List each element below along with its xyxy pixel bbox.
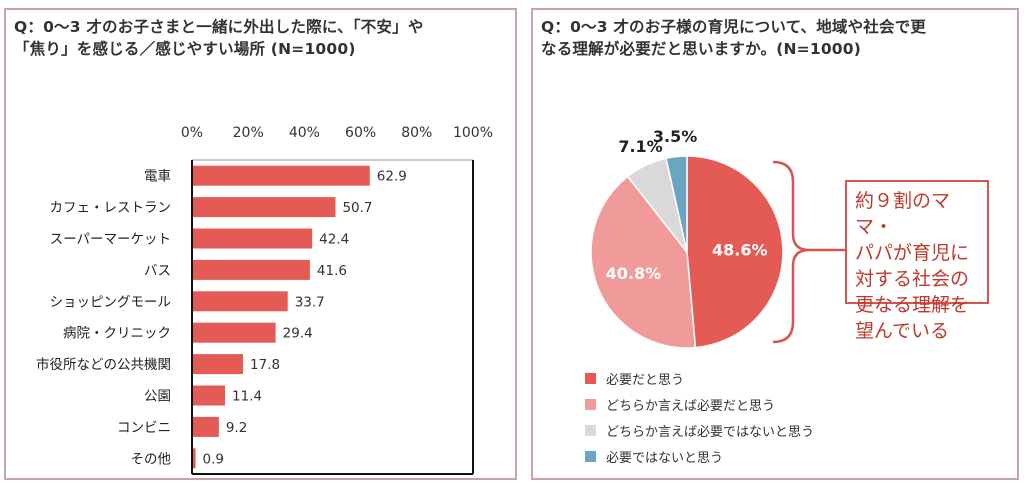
- right-chart-panel: Q：0〜3 才のお子様の育児について、地域や社会で更 なる理解が必要だと思います…: [531, 8, 1019, 480]
- bar: [193, 416, 219, 437]
- callout-line: 更なる理解を: [855, 294, 970, 316]
- category-label: 電車: [144, 169, 171, 185]
- data-label: 11.4: [232, 389, 262, 405]
- bar: [193, 197, 336, 218]
- callout-line: パパが育児に: [855, 242, 970, 264]
- data-label: 9.2: [226, 420, 247, 436]
- right-title-line1: Q：0〜3 才のお子様の育児について、地域や社会で更: [541, 18, 927, 36]
- category-label: コンビニ: [117, 420, 171, 436]
- data-label: 50.7: [342, 200, 372, 216]
- legend-item: 必要だと思う: [585, 365, 814, 391]
- data-label: 17.8: [250, 357, 280, 373]
- callout-line: 望んでいる: [855, 320, 950, 342]
- x-tick-label: 80%: [401, 125, 432, 141]
- category-label: バス: [144, 263, 171, 279]
- data-label: 42.4: [319, 232, 349, 248]
- bar: [193, 322, 276, 343]
- bar: [193, 385, 226, 406]
- callout-line: 約９割のママ・: [855, 190, 951, 238]
- bar: [193, 291, 288, 312]
- left-title-line1: Q：0〜3 才のお子さまと一緒に外出した際に、「不安」や: [14, 18, 424, 36]
- x-tick-label: 20%: [233, 125, 264, 141]
- data-label: 0.9: [203, 451, 224, 467]
- x-tick-label: 100%: [453, 125, 493, 141]
- pie-legend: 必要だと思う どちらか言えば必要だと思う どちらか言えば必要ではないと思う 必要…: [585, 365, 814, 469]
- pie-slice: [665, 155, 688, 253]
- data-label: 62.9: [377, 169, 407, 185]
- pie-value-label: 48.6%: [712, 241, 768, 260]
- legend-swatch: [585, 450, 596, 462]
- callout-box: 約９割のママ・ パパが育児に 対する社会の 更なる理解を 望んでいる: [845, 180, 989, 342]
- category-label: スーパーマーケット: [50, 232, 171, 248]
- category-label: 病院・クリニック: [63, 326, 171, 342]
- category-label: カフェ・レストラン: [50, 200, 172, 216]
- bar: [193, 228, 313, 249]
- x-tick-label: 40%: [289, 125, 320, 141]
- left-chart-title: Q：0〜3 才のお子さまと一緒に外出した際に、「不安」や 「焦り」を感じる／感じ…: [14, 16, 424, 60]
- category-label: その他: [131, 451, 172, 467]
- right-chart-title: Q：0〜3 才のお子様の育児について、地域や社会で更 なる理解が必要だと思います…: [541, 16, 926, 60]
- data-label: 41.6: [317, 263, 347, 279]
- pie-chart: 48.6% 40.8% 7.1%3.5%: [590, 127, 845, 349]
- bar-chart: 0% 20% 40% 60% 80% 100% 電車 62.9 カフェ・レストラン 50.7 スーパ…: [36, 125, 493, 475]
- bar: [193, 165, 370, 186]
- legend-item: どちらか言えば必要だと思う: [585, 391, 814, 417]
- legend-label: 必要だと思う: [606, 372, 685, 388]
- pie-value-label: 3.5%: [653, 127, 697, 146]
- legend-label: どちらか言えば必要ではないと思う: [606, 424, 815, 440]
- legend-swatch: [585, 398, 596, 410]
- bar: [193, 259, 310, 280]
- category-label: ショッピングモール: [50, 294, 172, 310]
- left-title-line2: 「焦り」を感じる／感じやすい場所 (N=1000): [14, 40, 356, 58]
- category-label: 公園: [144, 389, 171, 405]
- pie-slice: [590, 175, 697, 349]
- legend-label: どちらか言えば必要だと思う: [606, 398, 776, 414]
- pie-slice: [686, 155, 784, 349]
- category-label: 市役所などの公共機関: [36, 356, 171, 373]
- legend-swatch: [585, 424, 596, 436]
- left-chart-panel: Q：0〜3 才のお子さまと一緒に外出した際に、「不安」や 「焦り」を感じる／感じ…: [4, 8, 517, 480]
- legend-label: 必要ではないと思う: [606, 450, 724, 466]
- right-title-line2: なる理解が必要だと思いますか。(N=1000): [541, 40, 862, 58]
- legend-item: どちらか言えば必要ではないと思う: [585, 417, 814, 443]
- bar: [193, 354, 244, 375]
- x-tick-label: 60%: [345, 125, 376, 141]
- data-label: 33.7: [295, 294, 325, 310]
- legend-item: 必要ではないと思う: [585, 443, 814, 469]
- pie-value-label: 40.8%: [606, 264, 662, 283]
- x-tick-label: 0%: [181, 125, 203, 141]
- callout-line: 対する社会の: [855, 268, 970, 290]
- bar: [193, 448, 196, 469]
- pie-value-label: 7.1%: [618, 137, 662, 156]
- legend-swatch: [585, 372, 596, 384]
- data-label: 29.4: [283, 326, 313, 342]
